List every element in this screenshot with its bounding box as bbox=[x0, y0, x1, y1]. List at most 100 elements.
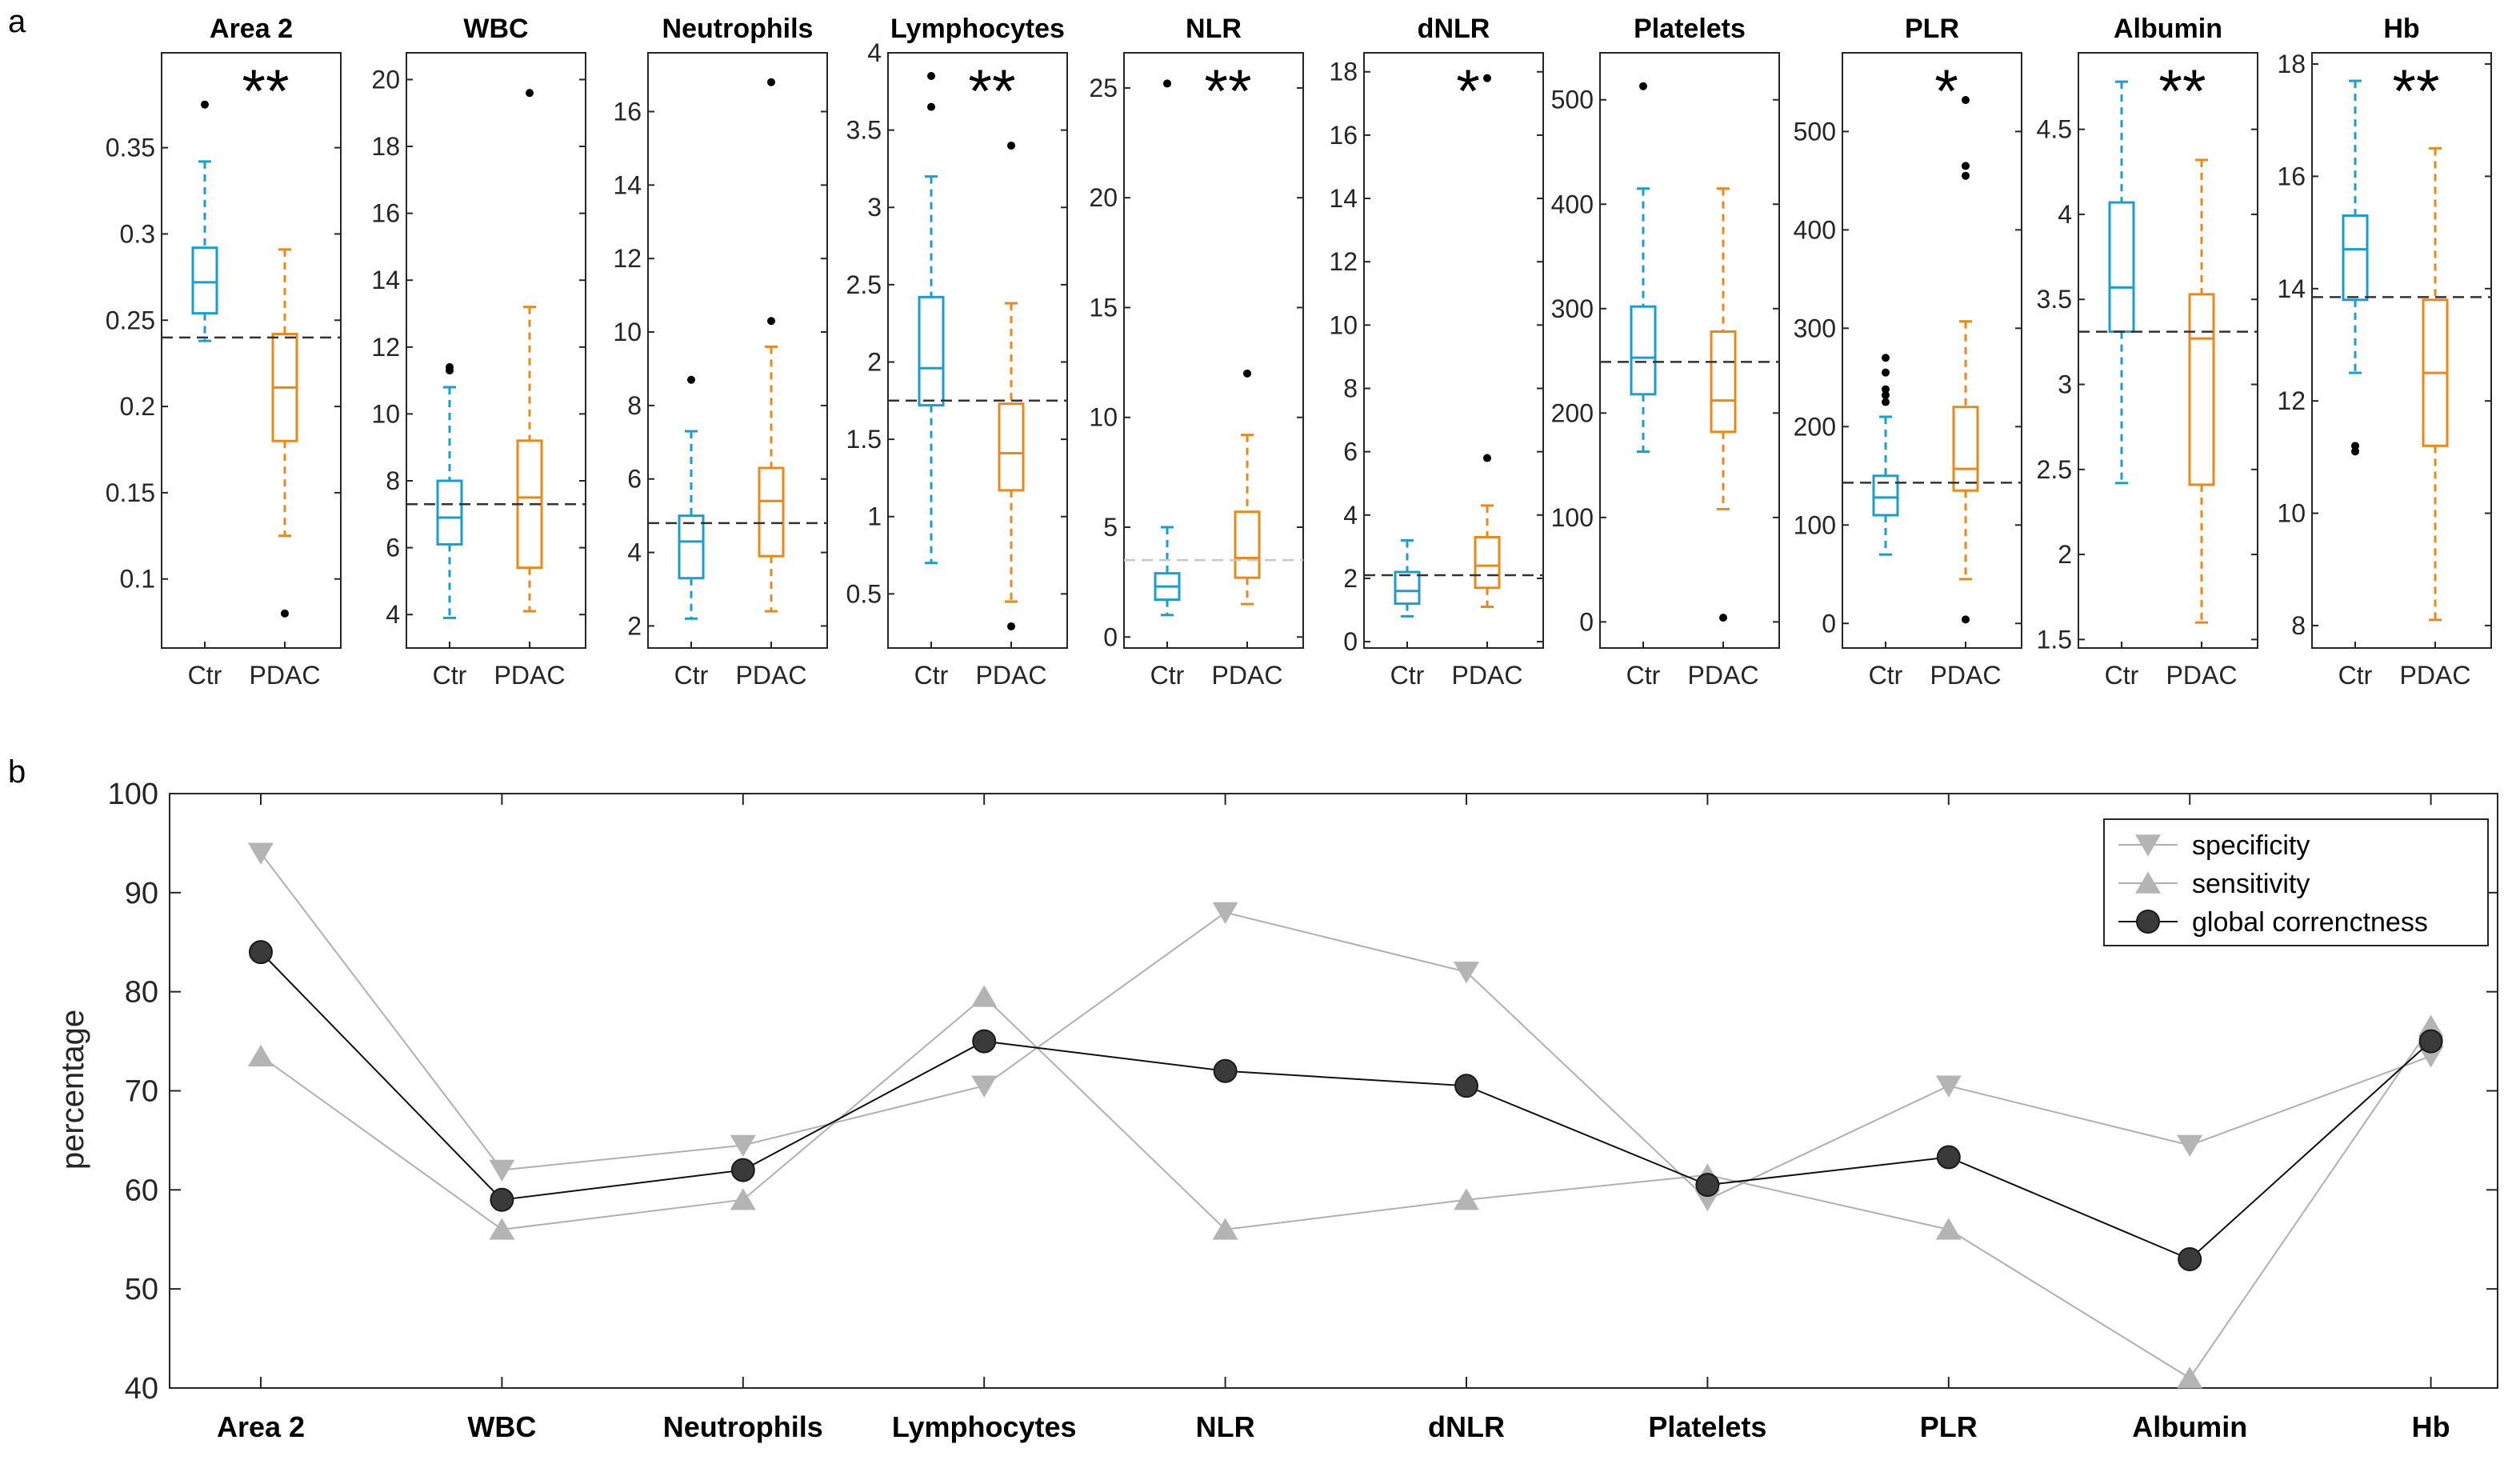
data-point-platelets bbox=[1695, 1173, 1720, 1198]
y-tick-label: 16 bbox=[1329, 121, 1358, 150]
boxplot-plr: 0 100 200 300 400 500 PLR Ctr PDAC * bbox=[1794, 14, 2022, 690]
axes-frame bbox=[647, 52, 828, 649]
y-tick-label: 0.15 bbox=[106, 478, 155, 507]
y-tick-label: 4 bbox=[1343, 501, 1358, 530]
iqr-box bbox=[2342, 214, 2369, 302]
y-tick-label: 400 bbox=[1551, 190, 1594, 218]
y-tick-label: 0 bbox=[1822, 609, 1836, 638]
series-line bbox=[260, 951, 2432, 1261]
y-tick-label: 14 bbox=[613, 170, 642, 199]
outlier-point bbox=[1962, 96, 1970, 105]
x-tick-label-ctr: Ctr bbox=[1626, 661, 1661, 690]
series-line bbox=[260, 995, 2432, 1379]
y-tick-label: 14 bbox=[371, 266, 400, 294]
y-tick-label: 20 bbox=[1089, 183, 1118, 212]
y-tick-label: 50 bbox=[125, 1273, 158, 1306]
box-pdac bbox=[758, 78, 785, 613]
x-tick-label-ctr: Ctr bbox=[433, 661, 467, 690]
x-tick-label-ctr: Ctr bbox=[914, 661, 949, 690]
axes-frame bbox=[1363, 52, 1544, 649]
x-tick-label-plr: PLR bbox=[1920, 1410, 1978, 1443]
panel-title: dNLR bbox=[1418, 14, 1490, 44]
x-tick-label-pdac: PDAC bbox=[976, 661, 1047, 690]
outlier-point bbox=[687, 375, 695, 384]
box-ctr bbox=[1630, 82, 1657, 454]
y-tick-label: 100 bbox=[1794, 510, 1836, 539]
series-global-correnctness bbox=[249, 940, 2443, 1272]
y-tick-label: 4 bbox=[627, 538, 642, 567]
data-point-plr bbox=[1935, 1075, 1962, 1098]
y-tick-label: 20 bbox=[371, 65, 400, 94]
box-ctr bbox=[1154, 79, 1181, 617]
x-tick-label-pdac: PDAC bbox=[250, 661, 321, 690]
box-ctr bbox=[918, 71, 945, 565]
boxplot-neutrophils: 2 4 6 8 10 12 14 16 Neutrophils Ctr PDAC bbox=[613, 14, 828, 690]
y-tick-label: 3.5 bbox=[2037, 285, 2072, 314]
y-tick-label: 2 bbox=[1343, 564, 1358, 593]
axes-frame bbox=[2311, 52, 2492, 649]
box-pdac bbox=[516, 89, 543, 613]
outlier-point bbox=[1007, 622, 1015, 630]
significance-stars: ** bbox=[2392, 58, 2439, 126]
box-ctr bbox=[2342, 79, 2369, 456]
y-tick-label: 3.5 bbox=[846, 116, 882, 145]
y-tick-label: 15 bbox=[1089, 293, 1118, 322]
panel-title: Area 2 bbox=[210, 14, 293, 44]
y-tick-label: 10 bbox=[1089, 403, 1118, 432]
outlier-point bbox=[1962, 171, 1970, 180]
data-point-nlr bbox=[1212, 902, 1238, 924]
data-point-neutrophils bbox=[730, 1188, 756, 1210]
y-tick-label: 0.5 bbox=[846, 579, 882, 608]
y-tick-label: 12 bbox=[371, 333, 400, 362]
x-tick-label-area-2: Area 2 bbox=[217, 1410, 305, 1443]
iqr-box bbox=[1710, 330, 1737, 434]
box-pdac bbox=[1710, 187, 1737, 622]
significance-stars: ** bbox=[968, 58, 1015, 126]
data-point-neutrophils bbox=[730, 1134, 756, 1158]
box-pdac bbox=[2422, 146, 2449, 622]
y-tick-label: 12 bbox=[613, 244, 642, 273]
iqr-box bbox=[1394, 570, 1421, 606]
legend-label: global correnctness bbox=[2192, 907, 2428, 938]
y-tick-label: 500 bbox=[1551, 86, 1594, 114]
x-tick-label-pdac: PDAC bbox=[1930, 661, 2002, 690]
y-tick-label: 16 bbox=[613, 97, 642, 126]
series-sensitivity bbox=[248, 985, 2444, 1389]
significance-stars: * bbox=[1934, 58, 1958, 126]
boxplot-lymphocytes: 0.5 1 1.5 2 2.5 3 3.5 4 Lymphocytes Ctr PDAC ** bbox=[846, 14, 1068, 690]
y-tick-label: 3 bbox=[2058, 370, 2072, 399]
boxplot-platelets: 0 100 200 300 400 500 Platelets Ctr PDAC bbox=[1551, 14, 1780, 690]
y-tick-label: 2.5 bbox=[2037, 455, 2072, 484]
x-tick-label-ctr: Ctr bbox=[188, 661, 222, 690]
y-tick-label: 100 bbox=[1551, 503, 1594, 532]
boxplot-area-2: 0.1 0.15 0.2 0.25 0.3 0.35 Area 2 Ctr PDAC ** bbox=[106, 14, 342, 690]
axes-frame bbox=[1842, 52, 2022, 649]
data-point-area-2 bbox=[248, 1044, 274, 1066]
box-pdac bbox=[2188, 158, 2215, 624]
outlier-point bbox=[1882, 390, 1890, 399]
outlier-point bbox=[767, 78, 775, 86]
iqr-box bbox=[191, 246, 218, 315]
outlier-point bbox=[767, 317, 775, 326]
legend: specificity sensitivity global correnctnes… bbox=[2103, 818, 2489, 946]
y-tick-label: 0 bbox=[1579, 607, 1594, 636]
outlier-point bbox=[1163, 79, 1171, 88]
y-tick-label: 2 bbox=[867, 347, 882, 376]
data-point-lymphocytes bbox=[971, 1075, 998, 1098]
y-tick-label: 300 bbox=[1551, 294, 1594, 323]
boxplot-albumin: 1.5 2 2.5 3 3.5 4 4.5 Albumin Ctr PDAC ** bbox=[2037, 14, 2258, 690]
data-point-dnlr bbox=[1454, 1074, 1478, 1098]
y-tick-label: 10 bbox=[2277, 499, 2306, 528]
x-tick-label-pdac: PDAC bbox=[1688, 661, 1759, 690]
series-line bbox=[260, 852, 2431, 1201]
y-tick-label: 18 bbox=[1329, 58, 1358, 86]
outlier-point bbox=[1639, 82, 1647, 90]
data-point-wbc bbox=[490, 1187, 514, 1212]
legend-marker bbox=[2135, 834, 2161, 857]
box-ctr bbox=[1872, 354, 1899, 556]
x-tick-label-wbc: WBC bbox=[467, 1410, 536, 1443]
y-tick-label: 0 bbox=[1343, 627, 1358, 656]
x-tick-label-pdac: PDAC bbox=[1212, 661, 1283, 690]
